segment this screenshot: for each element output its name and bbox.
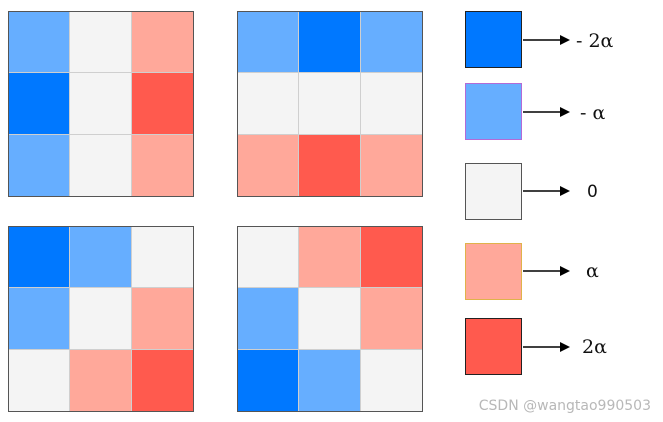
grid-cell <box>131 349 193 411</box>
grid-cell <box>131 73 193 135</box>
grid-cell <box>70 288 132 350</box>
legend-swatch-minus-2alpha <box>465 11 522 68</box>
grid-cell <box>299 349 361 411</box>
grid-cell <box>131 12 193 74</box>
grid-cell <box>238 12 300 74</box>
grid-cell <box>360 12 422 74</box>
grid-cell <box>299 73 361 135</box>
kernel-grid-1 <box>8 11 194 197</box>
grid-cell <box>238 349 300 411</box>
legend-label-2alpha: 2α <box>582 336 607 358</box>
grid-cell <box>70 134 132 196</box>
watermark: CSDN @wangtao990503 <box>478 398 651 414</box>
grid-cell <box>299 134 361 196</box>
grid-cell <box>9 134 71 196</box>
grid-cell <box>131 227 193 289</box>
grid-cell <box>360 349 422 411</box>
legend-swatch-minus-alpha <box>465 83 522 140</box>
kernel-grid-2 <box>237 11 423 197</box>
grid-cell <box>360 227 422 289</box>
legend-swatch-zero <box>465 163 522 220</box>
arrow-right-icon <box>523 35 570 45</box>
grid-cell <box>70 73 132 135</box>
kernel-grid-3 <box>8 226 194 412</box>
grid-cell <box>299 227 361 289</box>
grid-cell <box>131 288 193 350</box>
grid-cell <box>9 288 71 350</box>
legend-label-alpha: α <box>586 260 599 282</box>
arrow-right-icon <box>523 186 570 196</box>
grid-cell <box>9 349 71 411</box>
grid-cell <box>299 288 361 350</box>
grid-cell <box>70 12 132 74</box>
grid-cell <box>238 288 300 350</box>
grid-cell <box>131 134 193 196</box>
arrow-right-icon <box>523 342 570 352</box>
grid-cell <box>360 73 422 135</box>
grid-cell <box>360 134 422 196</box>
grid-cell <box>9 73 71 135</box>
arrow-right-icon <box>523 266 570 276</box>
grid-cell <box>238 134 300 196</box>
legend-swatch-alpha <box>465 243 522 300</box>
grid-cell <box>238 73 300 135</box>
legend-label-minus-alpha: - α <box>580 102 606 124</box>
grid-cell <box>299 12 361 74</box>
legend-swatch-2alpha <box>465 318 522 375</box>
grid-cell <box>9 227 71 289</box>
grid-cell <box>70 227 132 289</box>
grid-cell <box>9 12 71 74</box>
kernel-grid-4 <box>237 226 423 412</box>
grid-cell <box>238 227 300 289</box>
arrow-right-icon <box>523 107 570 117</box>
legend-label-minus-2alpha: - 2α <box>576 30 614 52</box>
legend-label-zero: 0 <box>587 182 598 202</box>
grid-cell <box>360 288 422 350</box>
grid-cell <box>70 349 132 411</box>
